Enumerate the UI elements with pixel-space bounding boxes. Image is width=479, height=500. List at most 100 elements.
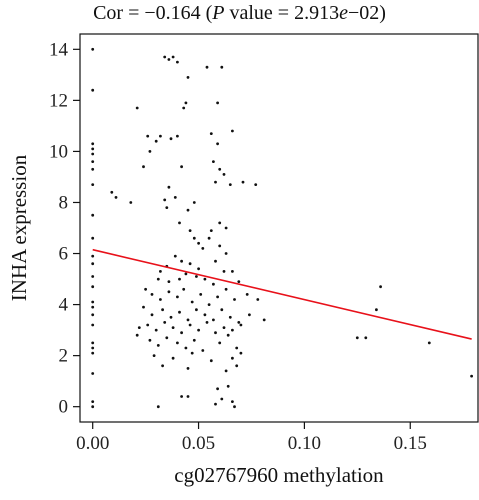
data-point <box>142 165 145 169</box>
data-point <box>167 280 171 283</box>
data-point <box>364 336 368 340</box>
data-point <box>203 313 207 317</box>
data-point <box>148 150 152 153</box>
data-point <box>256 298 260 301</box>
data-point <box>192 236 196 240</box>
data-point <box>237 280 241 283</box>
data-point <box>239 323 243 327</box>
data-point <box>216 295 220 299</box>
data-point <box>224 226 228 230</box>
data-point <box>91 167 95 171</box>
data-point <box>91 254 95 258</box>
data-point <box>207 303 211 306</box>
data-point <box>379 285 382 289</box>
data-point <box>233 405 236 409</box>
data-point <box>156 405 160 409</box>
x-tick-label: 0.15 <box>394 433 427 454</box>
data-point <box>163 55 167 59</box>
data-point <box>91 160 95 164</box>
data-point <box>188 323 192 327</box>
data-point <box>152 354 156 357</box>
data-point <box>188 262 192 266</box>
data-point <box>186 395 190 398</box>
y-tick-label: 6 <box>59 244 69 265</box>
data-point <box>91 236 95 240</box>
data-point <box>171 356 175 360</box>
data-point <box>176 341 179 345</box>
data-point <box>220 65 224 69</box>
data-point <box>91 313 95 317</box>
data-point <box>91 372 95 375</box>
data-point <box>167 58 171 61</box>
data-point <box>150 313 154 317</box>
data-point <box>91 405 95 409</box>
data-point <box>167 185 171 189</box>
data-point <box>212 160 215 164</box>
data-point <box>154 139 158 143</box>
x-tick-label: 0.05 <box>182 433 215 454</box>
data-point <box>184 272 188 276</box>
data-point <box>180 165 184 169</box>
data-point <box>91 183 95 187</box>
data-point <box>159 298 162 301</box>
data-point <box>214 180 217 184</box>
data-point <box>218 244 222 248</box>
x-axis-title: cg02767960 methylation <box>174 463 384 487</box>
data-point <box>159 134 162 138</box>
data-point <box>91 142 95 146</box>
data-point <box>224 252 228 255</box>
data-point <box>237 321 241 324</box>
data-point <box>222 173 226 176</box>
data-point <box>231 270 234 273</box>
data-point <box>91 147 95 151</box>
data-point <box>180 331 184 335</box>
data-point <box>207 236 211 240</box>
data-point <box>150 293 154 296</box>
data-point <box>214 331 217 335</box>
data-point <box>167 290 171 294</box>
y-tick-label: 8 <box>59 192 69 213</box>
data-point <box>235 364 239 368</box>
data-point <box>142 305 145 309</box>
data-point <box>186 208 190 212</box>
data-point <box>216 101 220 105</box>
data-point <box>427 341 431 345</box>
data-point <box>186 367 190 370</box>
data-point <box>135 333 139 337</box>
data-point <box>171 55 175 59</box>
data-point <box>91 300 95 304</box>
data-point <box>144 287 148 291</box>
data-point <box>165 206 169 210</box>
data-point <box>178 277 181 281</box>
data-point <box>355 336 359 340</box>
data-point <box>91 47 95 51</box>
data-point <box>222 326 226 329</box>
data-point <box>176 60 179 64</box>
data-point <box>190 300 194 304</box>
data-point <box>216 142 220 146</box>
data-point <box>163 321 167 324</box>
data-point <box>148 338 152 342</box>
data-point <box>180 395 184 398</box>
data-point <box>156 277 160 281</box>
data-point <box>146 323 150 327</box>
y-tick-label: 2 <box>59 346 69 367</box>
data-point <box>254 183 258 187</box>
y-tick-label: 4 <box>59 295 69 316</box>
data-point <box>161 308 165 312</box>
data-point <box>201 247 205 250</box>
data-point <box>214 402 217 406</box>
data-point <box>184 101 188 105</box>
data-point <box>129 201 133 204</box>
data-point <box>239 351 243 355</box>
data-point <box>182 106 186 110</box>
data-point <box>180 259 184 263</box>
data-point <box>171 326 175 329</box>
data-point <box>195 308 198 312</box>
data-point <box>91 88 95 92</box>
data-point <box>231 129 234 133</box>
data-point <box>182 287 186 291</box>
data-point <box>203 277 207 281</box>
y-tick-label: 14 <box>49 39 69 60</box>
data-point <box>173 196 177 199</box>
